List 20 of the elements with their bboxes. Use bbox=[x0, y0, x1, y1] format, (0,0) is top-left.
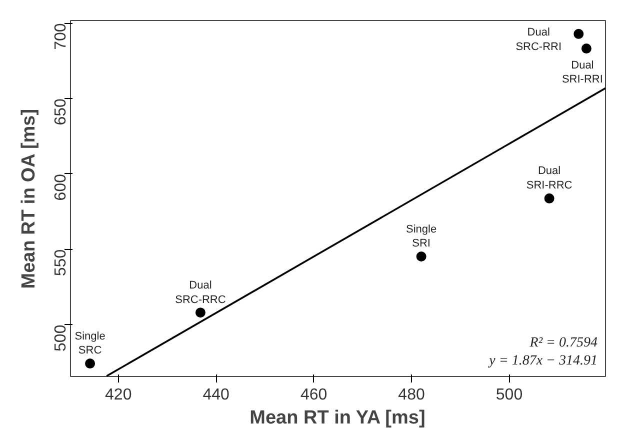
y-tick-label: 550 bbox=[52, 249, 70, 276]
x-tick-label: 460 bbox=[300, 386, 328, 404]
y-tick-label: 700 bbox=[52, 23, 70, 50]
x-tick-label: 500 bbox=[496, 386, 523, 404]
y-tick-label: 650 bbox=[52, 98, 70, 126]
annotation: Dual SRC-RRC bbox=[175, 279, 226, 306]
annotation: Dual SRC-RRI bbox=[516, 26, 562, 54]
x-axis-title: Mean RT in YA [ms] bbox=[250, 408, 426, 428]
y-tick-label: 500 bbox=[52, 324, 70, 352]
annotation: Single SRI bbox=[406, 223, 437, 250]
annotation: R² = 0.7594 bbox=[528, 336, 598, 350]
annotation: Dual SRI-RRC bbox=[526, 165, 572, 192]
annotation: y = 1.87x − 314.91 bbox=[487, 354, 598, 368]
x-tick-label: 480 bbox=[398, 386, 425, 404]
y-axis-title: Mean RT in OA [ms] bbox=[18, 108, 40, 289]
x-tick-label: 440 bbox=[202, 386, 230, 404]
annotation: Dual SRI-RRI bbox=[562, 59, 603, 86]
annotation: Single SRC bbox=[74, 330, 106, 357]
x-tick-label: 420 bbox=[105, 386, 132, 404]
y-tick-label: 600 bbox=[52, 174, 70, 201]
